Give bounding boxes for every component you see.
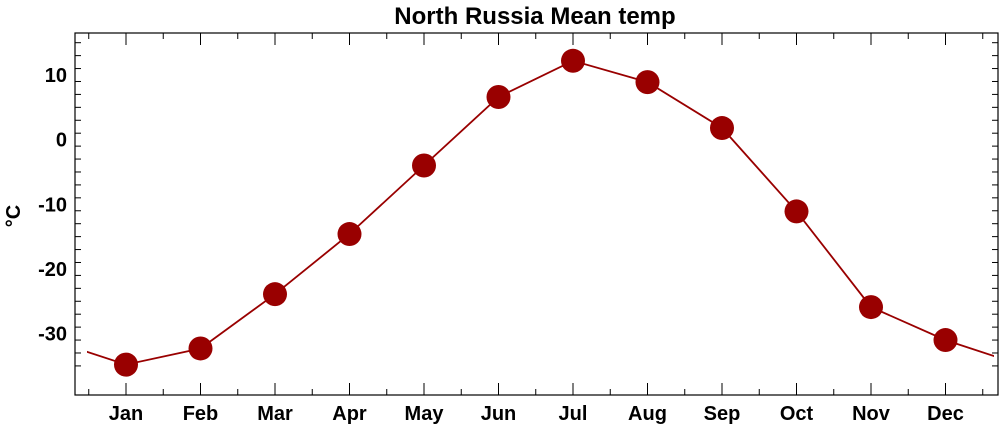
y-tick-label: 0: [56, 130, 67, 152]
data-point: [338, 222, 362, 246]
x-tick-label: Jun: [481, 403, 517, 425]
plot-frame: [75, 33, 998, 395]
x-tick-label: Aug: [628, 403, 667, 425]
x-tick-label: Jul: [559, 403, 588, 425]
data-point: [710, 116, 734, 140]
data-point: [785, 199, 809, 223]
y-tick-label: -10: [38, 194, 67, 216]
x-tick-label: May: [405, 403, 445, 425]
data-point: [636, 70, 660, 94]
data-point: [189, 336, 213, 360]
x-tick-label: Dec: [927, 403, 964, 425]
x-tick-label: Sep: [704, 403, 741, 425]
y-tick-label: 10: [45, 65, 67, 87]
y-tick-label: -30: [38, 324, 67, 346]
series-layer: [52, 49, 1000, 377]
data-point: [561, 49, 585, 73]
data-point: [934, 328, 958, 352]
chart-title: North Russia Mean temp: [394, 3, 675, 30]
data-point: [487, 85, 511, 109]
y-axis-label: °C: [3, 205, 25, 227]
data-point: [412, 154, 436, 178]
x-tick-label: Feb: [183, 403, 219, 425]
data-point: [859, 295, 883, 319]
y-tick-label: -20: [38, 259, 67, 281]
x-tick-label: Oct: [780, 403, 814, 425]
x-tick-label: Apr: [332, 403, 367, 425]
x-tick-label: Mar: [257, 403, 293, 425]
data-point: [114, 353, 138, 377]
data-point: [263, 282, 287, 306]
y-tick-labels: 10 0 -10 -20 -30: [38, 65, 67, 346]
x-tick-label: Nov: [852, 403, 891, 425]
x-tick-label: Jan: [109, 403, 143, 425]
x-tick-labels: Jan Feb Mar Apr May Jun Jul Aug Sep Oct Nov Dec: [109, 403, 964, 425]
series-line: [52, 61, 1000, 365]
axis-ticks: [75, 33, 998, 395]
